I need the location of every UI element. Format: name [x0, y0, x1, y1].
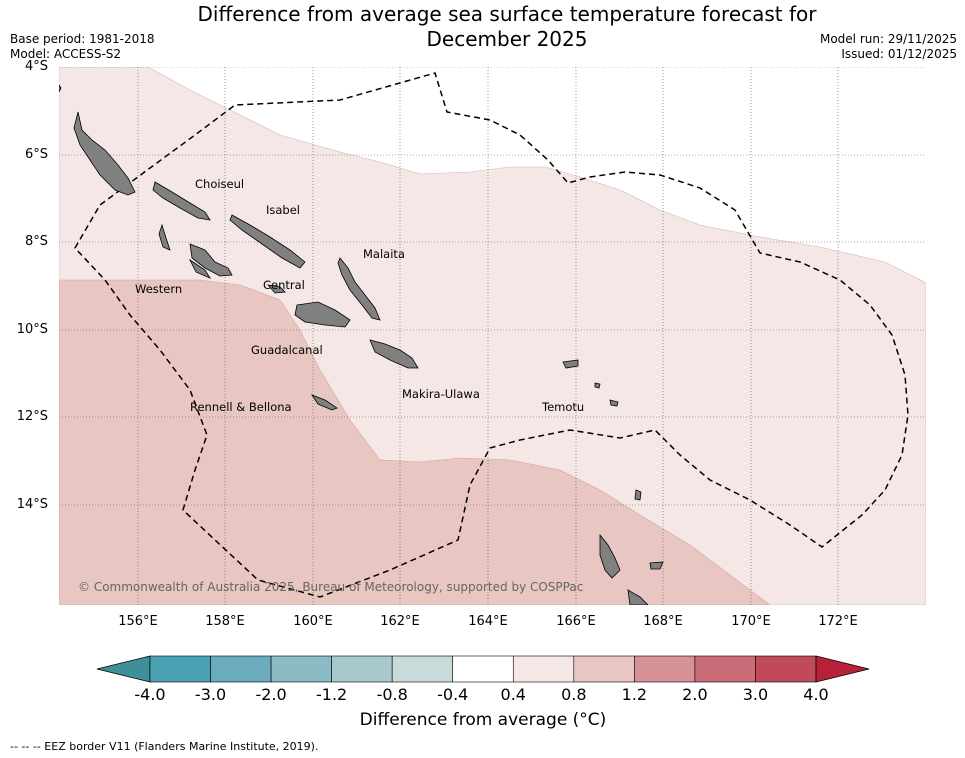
copyright-text: © Commonwealth of Australia 2025, Bureau…: [78, 580, 584, 594]
model-run-text: Model run: 29/11/2025: [819, 32, 957, 46]
colorbar-tick-label: -1.2: [316, 685, 348, 704]
lon-tick: 172°E: [818, 614, 858, 629]
temotu-island-1: [562, 359, 579, 369]
malaita-island: [337, 257, 381, 321]
colorbar-segment: [331, 655, 393, 683]
eez-footnote: -- -- -- EEZ border V11 (Flanders Marine…: [10, 740, 319, 753]
choiseul-island: [73, 111, 136, 196]
vanuatu-island-1: [599, 533, 621, 579]
place-label: Makira-Ulawa: [402, 387, 480, 401]
lat-tick: 4°S: [24, 59, 48, 74]
colorbar-under-triangle: [96, 655, 151, 683]
lat-tick: 8°S: [24, 234, 48, 249]
colorbar: [96, 655, 870, 683]
place-label: Western: [135, 282, 182, 296]
vanuatu-island-3: [649, 561, 664, 570]
map-title: Difference from average sea surface temp…: [0, 2, 965, 52]
western-island-3: [188, 258, 212, 279]
lon-tick: 166°E: [556, 614, 596, 629]
colorbar-tick-label: -4.0: [134, 685, 166, 704]
anomaly-region-medium: [59, 279, 771, 605]
place-label: Rennell & Bellona: [190, 400, 292, 414]
colorbar-segment: [452, 655, 514, 683]
lon-tick: 168°E: [643, 614, 683, 629]
guadalcanal-island: [294, 301, 351, 328]
colorbar-label: Difference from average (°C): [359, 710, 607, 730]
colorbar-tick-label: -3.0: [194, 685, 227, 704]
temotu-island-3: [609, 399, 619, 407]
place-label: Malaita: [363, 247, 405, 261]
colorbar-tick-label: 0.8: [561, 685, 587, 704]
colorbar-over-triangle: [815, 655, 870, 683]
colorbar-tick-label: -0.4: [437, 685, 469, 704]
western-island-2: [189, 243, 233, 277]
colorbar-tick-label: -2.0: [255, 685, 287, 704]
colorbar-segment: [573, 655, 635, 683]
colorbar-tick-label: 1.2: [621, 685, 648, 704]
lon-tick: 164°E: [468, 614, 508, 629]
place-labels: Choiseul Isabel Malaita Western Central …: [135, 177, 584, 414]
issued-text: Issued: 01/12/2025: [841, 47, 957, 61]
vanuatu-island-4: [634, 489, 642, 501]
colorbar-segment: [210, 655, 272, 683]
lon-tick: 156°E: [118, 614, 158, 629]
small-island-left: [59, 84, 62, 93]
central-island: [266, 284, 286, 294]
rennell-island: [310, 394, 338, 411]
colorbar-tick-label: 3.0: [742, 685, 769, 704]
lat-tick: 14°S: [16, 497, 48, 512]
isabel-island: [152, 181, 211, 221]
colorbar-tick-label: -0.8: [376, 685, 408, 704]
colorbar-tick-label: 4.0: [803, 685, 829, 704]
meta-right: Model run: 29/11/2025 Issued: 01/12/2025: [820, 32, 957, 62]
colorbar-segment: [694, 655, 756, 683]
makira-island: [369, 339, 419, 369]
colorbar-segment: [149, 655, 211, 683]
colorbar-segment: [634, 655, 696, 683]
lat-tick: 6°S: [24, 147, 48, 162]
colorbar-segment: [270, 655, 332, 683]
isabel-east: [229, 214, 306, 269]
meta-left: Base period: 1981-2018 Model: ACCESS-S2: [10, 32, 155, 62]
graticule: [59, 67, 926, 605]
place-label: Choiseul: [195, 177, 244, 191]
colorbar-segment: [391, 655, 454, 683]
place-label: Central: [263, 278, 305, 292]
lat-tick: 10°S: [16, 322, 48, 337]
base-period-text: Base period: 1981-2018: [10, 32, 155, 46]
colorbar-tick-label: 0.4: [500, 685, 526, 704]
lon-tick: 162°E: [380, 614, 420, 629]
western-island-1: [158, 223, 171, 251]
colorbar-tick-label: 2.0: [682, 685, 708, 704]
title-line-2: December 2025: [426, 27, 588, 51]
vanuatu-island-2: [627, 589, 649, 605]
colorbar-segment: [755, 655, 817, 683]
place-label: Temotu: [541, 400, 584, 414]
lon-tick: 170°E: [731, 614, 771, 629]
lat-tick: 12°S: [16, 409, 48, 424]
lon-tick: 158°E: [205, 614, 245, 629]
place-label: Guadalcanal: [251, 343, 323, 357]
colorbar-segment: [512, 655, 575, 683]
land-masses: [59, 84, 664, 605]
lon-tick: 160°E: [293, 614, 333, 629]
model-text: Model: ACCESS-S2: [10, 47, 122, 61]
place-label: Isabel: [266, 203, 300, 217]
title-line-1: Difference from average sea surface temp…: [197, 2, 817, 26]
temotu-island-2: [594, 382, 601, 389]
